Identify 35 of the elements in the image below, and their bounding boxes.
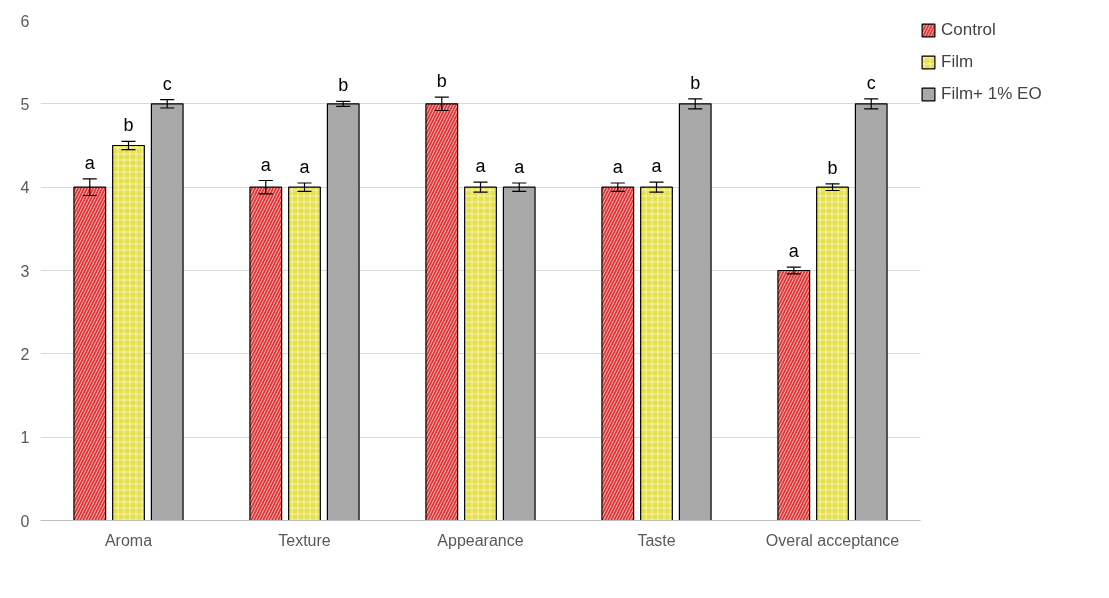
data-label: b bbox=[436, 71, 447, 92]
bar bbox=[326, 103, 360, 521]
data-label: b bbox=[123, 115, 134, 136]
legend-label: Control bbox=[941, 20, 996, 40]
y-tick-label: 2 bbox=[20, 345, 30, 363]
data-label: a bbox=[651, 156, 663, 177]
y-tick-label: 1 bbox=[20, 429, 30, 447]
legend-label: Film bbox=[941, 52, 974, 72]
x-tick-label: Taste bbox=[637, 531, 676, 549]
data-label: c bbox=[162, 73, 172, 94]
data-label: a bbox=[475, 156, 487, 177]
data-label: b bbox=[690, 72, 701, 93]
legend-label: Film+ 1% EO bbox=[941, 84, 1042, 104]
y-tick-label: 4 bbox=[20, 179, 30, 197]
bar bbox=[854, 103, 888, 521]
data-label: c bbox=[866, 72, 876, 93]
y-tick-label: 6 bbox=[20, 12, 30, 30]
y-tick-label: 0 bbox=[20, 512, 30, 530]
bar bbox=[150, 103, 184, 521]
data-label: a bbox=[260, 154, 272, 175]
y-tick-label: 3 bbox=[20, 262, 30, 280]
bar bbox=[678, 103, 712, 521]
data-label: a bbox=[299, 157, 311, 177]
x-tick-label: Appearance bbox=[437, 531, 524, 549]
bar bbox=[502, 186, 536, 521]
data-label: b bbox=[338, 75, 349, 96]
x-tick-label: Overal acceptance bbox=[765, 531, 900, 549]
data-label: a bbox=[514, 157, 526, 177]
x-tick-label: Texture bbox=[278, 531, 331, 549]
x-tick-label: Aroma bbox=[104, 531, 153, 549]
data-label: a bbox=[84, 152, 96, 173]
data-label: a bbox=[788, 241, 800, 262]
data-label: b bbox=[827, 157, 838, 178]
data-label: a bbox=[612, 157, 624, 177]
y-tick-label: 5 bbox=[20, 95, 30, 113]
